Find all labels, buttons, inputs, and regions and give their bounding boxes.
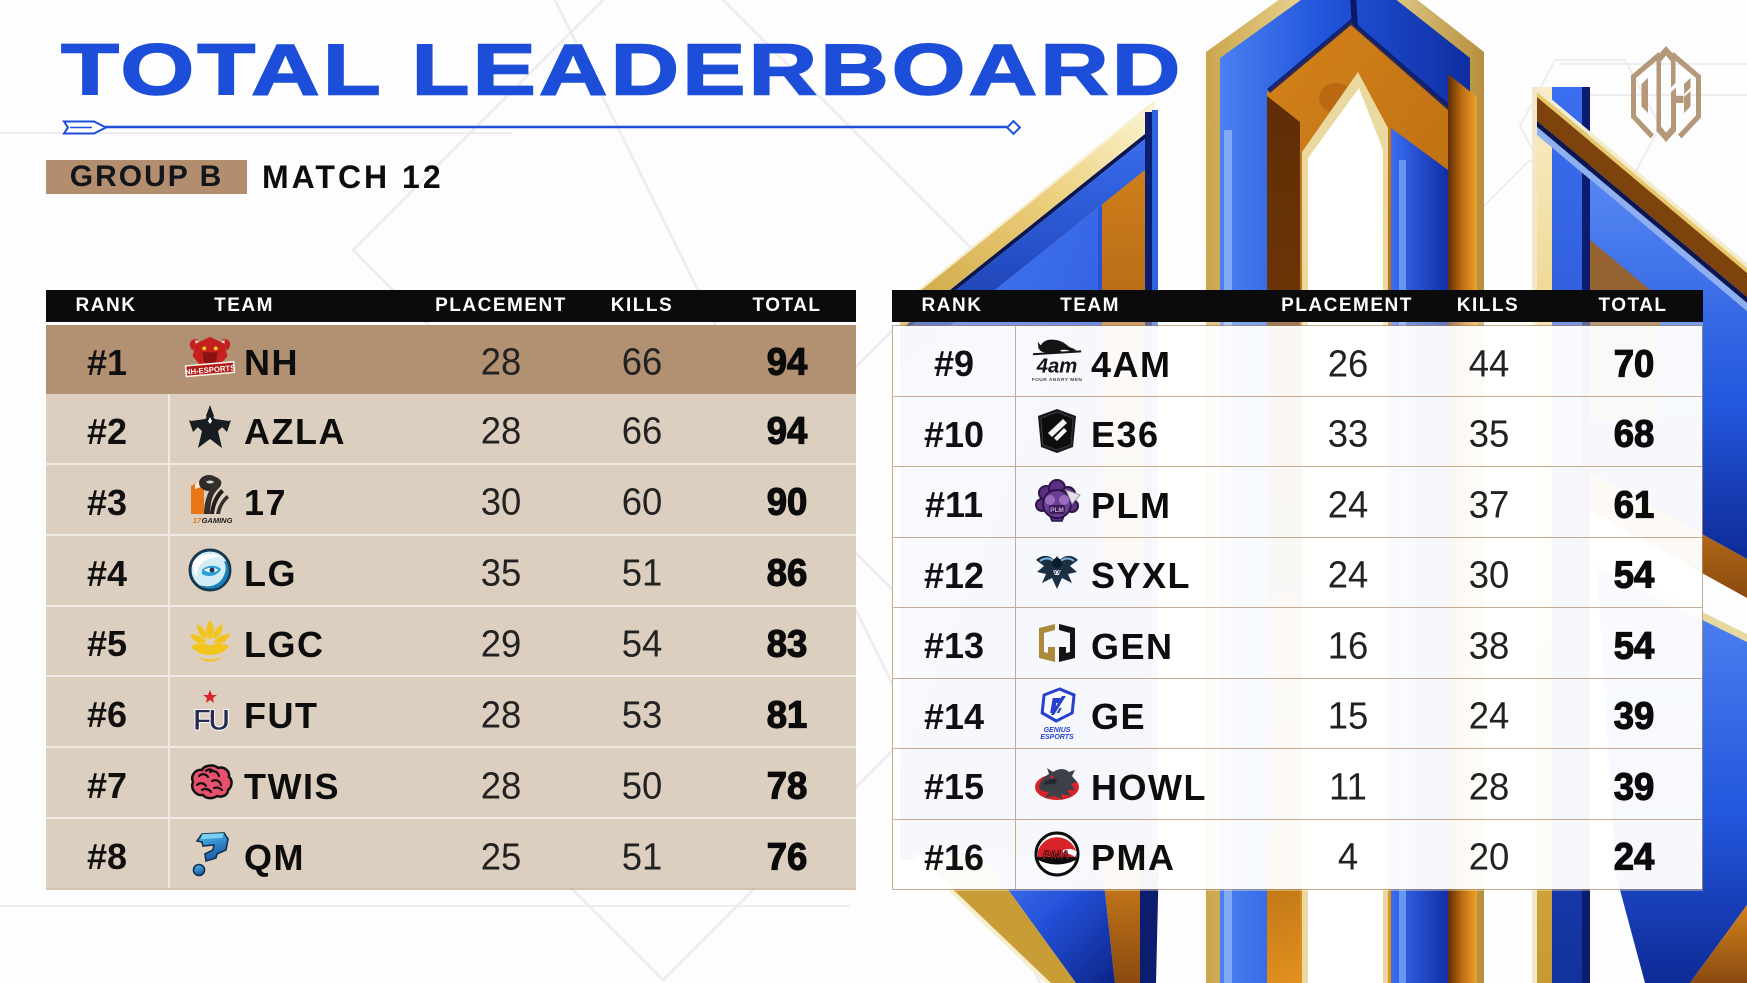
- svg-text:17: 17: [193, 516, 202, 525]
- svg-text:FOUR ANGRY MEN: FOUR ANGRY MEN: [1032, 377, 1083, 383]
- svg-text:FU: FU: [193, 704, 228, 736]
- svg-text:NH-ESPORTS: NH-ESPORTS: [185, 364, 236, 377]
- svg-text:GAMING: GAMING: [202, 516, 233, 525]
- svg-text:ESPORTS: ESPORTS: [1040, 734, 1074, 740]
- svg-text:GENIUS: GENIUS: [1044, 727, 1071, 734]
- svg-text:PLM: PLM: [1050, 507, 1064, 514]
- svg-text:PMA: PMA: [1043, 848, 1070, 862]
- svg-text:4am: 4am: [1036, 355, 1078, 377]
- svg-text:SYXL: SYXL: [1050, 570, 1063, 576]
